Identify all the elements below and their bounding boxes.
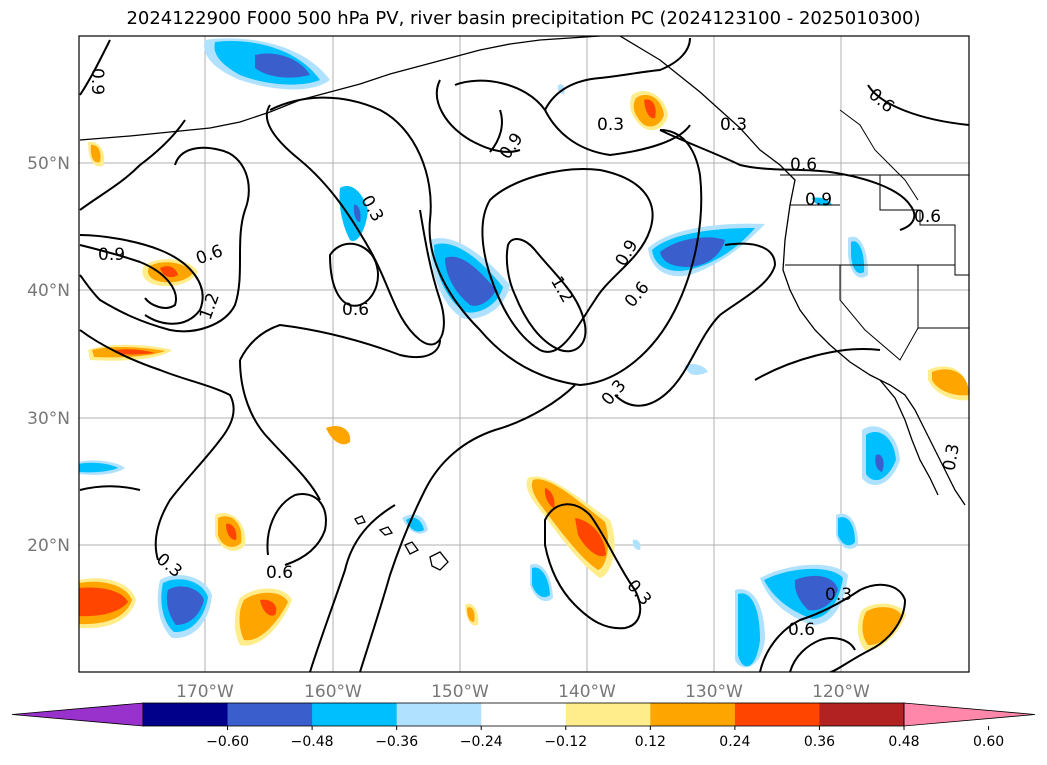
colorbar-box: [396, 703, 482, 726]
contour-label: 0.6: [914, 207, 941, 227]
map-frame: [78, 35, 970, 673]
colorbar-box: [650, 703, 736, 726]
contour-label: 0.6: [790, 155, 817, 175]
lat-tick-label: 40°N: [27, 281, 70, 301]
contour-label: 0.3: [825, 585, 852, 605]
colorbar: −0.60 −0.48 −0.36 −0.24 −0.12 0.12 0.24 0.36 0.4…: [11, 702, 1036, 750]
colorbar-box: [734, 703, 820, 726]
colorbar-box: [565, 703, 651, 726]
colorbar-box: [227, 703, 313, 726]
lat-ticks: 50°N 40°N 30°N 20°N: [27, 154, 70, 556]
contour-label: 0.9: [98, 245, 125, 265]
colorbar-box: [143, 703, 229, 726]
colorbar-box: [481, 703, 567, 726]
lat-tick-label: 50°N: [27, 154, 70, 174]
contour-label: 0.3: [597, 115, 624, 135]
colorbar-extend-high: [903, 702, 1036, 727]
lon-tick-label: 150°W: [431, 682, 489, 702]
colorbar-tick-label: −0.60: [206, 734, 249, 750]
coastlines: [79, 36, 966, 571]
precip-shading: [79, 38, 969, 668]
colorbar-tick-label: 0.24: [719, 734, 750, 750]
colorbar-tick-label: 0.60: [973, 734, 1004, 750]
contour-label: 0.3: [940, 442, 964, 472]
colorbar-box: [819, 703, 905, 726]
colorbar-box: [312, 703, 398, 726]
contour-label: 0.9: [87, 68, 107, 95]
contour-label: 0.9: [805, 190, 832, 210]
colorbar-tick-label: −0.48: [291, 734, 334, 750]
contour-label: 0.6: [342, 300, 369, 320]
lon-tick-label: 130°W: [685, 682, 743, 702]
colorbar-tick-label: −0.24: [460, 734, 503, 750]
pv-contours: [79, 37, 969, 672]
lon-tick-label: 120°W: [812, 682, 870, 702]
contour-label: 0.6: [788, 620, 815, 640]
lat-tick-label: 20°N: [27, 536, 70, 556]
country-borders: [780, 109, 969, 361]
lat-tick-label: 30°N: [27, 409, 70, 429]
colorbar-tick-label: 0.12: [635, 734, 666, 750]
colorbar-extend-low: [11, 702, 144, 727]
colorbar-tick-label: 0.36: [804, 734, 835, 750]
lon-ticks: 170°W 160°W 150°W 140°W 130°W 120°W: [176, 682, 870, 702]
colorbar-tick-label: −0.12: [544, 734, 587, 750]
colorbar-frame: [142, 702, 905, 727]
lon-tick-label: 140°W: [558, 682, 616, 702]
lon-tick-label: 160°W: [304, 682, 362, 702]
contour-label: 0.3: [720, 115, 747, 135]
colorbar-tick-label: −0.36: [375, 734, 418, 750]
colorbar-tick-label: 0.48: [888, 734, 919, 750]
map-title: 2024122900 F000 500 hPa PV, river basin …: [126, 8, 921, 29]
contour-label: 0.6: [266, 563, 293, 583]
lon-tick-label: 170°W: [176, 682, 234, 702]
